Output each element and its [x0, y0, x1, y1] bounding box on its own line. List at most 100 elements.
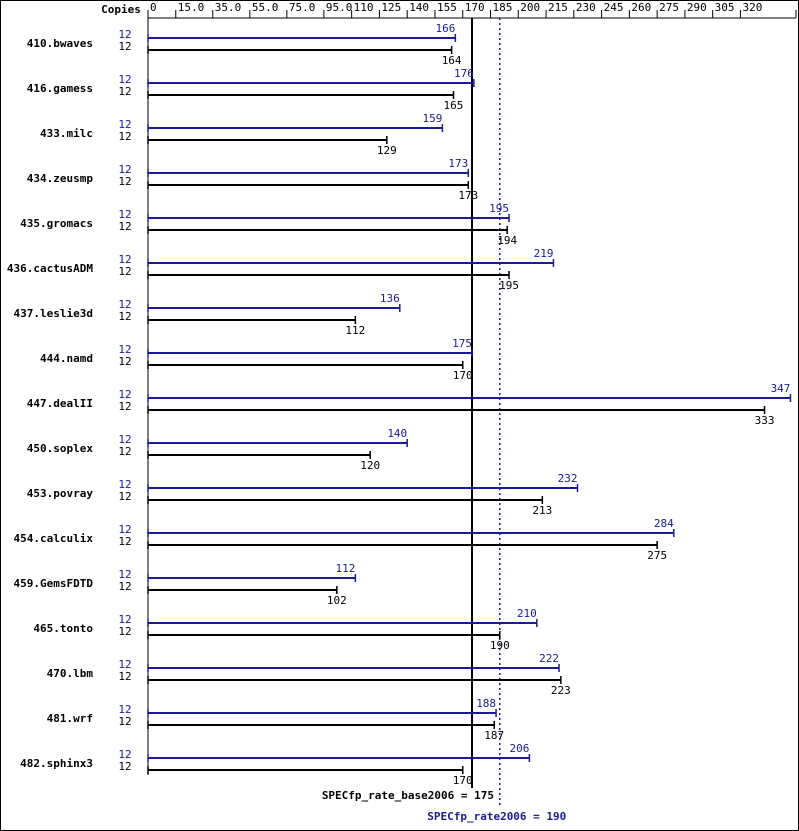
x-tick-label: 215 — [548, 1, 568, 14]
benchmark-name: 434.zeusmp — [27, 172, 94, 185]
value-label: 175 — [452, 337, 472, 350]
value-label: 176 — [454, 67, 474, 80]
copies-label: 12 — [118, 613, 131, 626]
copies-label: 12 — [118, 535, 131, 548]
copies-label: 12 — [118, 580, 131, 593]
benchmark-name: 436.cactusADM — [7, 262, 93, 275]
benchmark-name: 416.gamess — [27, 82, 93, 95]
x-tick-label: 35.0 — [215, 1, 242, 14]
x-tick-label: 110 — [354, 1, 374, 14]
copies-label: 12 — [118, 73, 131, 86]
value-label: 333 — [755, 414, 775, 427]
benchmark-name: 470.lbm — [47, 667, 94, 680]
value-label: 129 — [377, 144, 397, 157]
copies-label: 12 — [118, 85, 131, 98]
benchmark-name: 465.tonto — [33, 622, 93, 635]
value-label: 195 — [489, 202, 509, 215]
x-tick-label: 75.0 — [289, 1, 316, 14]
copies-label: 12 — [118, 118, 131, 131]
copies-label: 12 — [118, 703, 131, 716]
value-label: 210 — [517, 607, 537, 620]
copies-label: 12 — [118, 163, 131, 176]
value-label: 347 — [771, 382, 791, 395]
benchmark-name: 459.GemsFDTD — [14, 577, 94, 590]
value-label: 102 — [327, 594, 347, 607]
copies-label: 12 — [118, 40, 131, 53]
benchmark-name: 444.namd — [40, 352, 93, 365]
x-tick-label: 245 — [604, 1, 624, 14]
x-tick-label: 0 — [150, 1, 157, 14]
value-label: 170 — [453, 774, 473, 787]
copies-label: 12 — [118, 310, 131, 323]
value-label: 206 — [510, 742, 530, 755]
x-tick-label: 290 — [687, 1, 707, 14]
x-tick-label: 230 — [576, 1, 596, 14]
benchmark-name: 437.leslie3d — [14, 307, 93, 320]
copies-label: 12 — [118, 265, 131, 278]
value-label: 112 — [335, 562, 355, 575]
reference-label: SPECfp_rate_base2006 = 175 — [322, 789, 494, 802]
value-label: 165 — [444, 99, 464, 112]
value-label: 173 — [448, 157, 468, 170]
x-tick-label: 95.0 — [326, 1, 353, 14]
x-tick-label: 200 — [520, 1, 540, 14]
benchmark-name: 433.milc — [40, 127, 93, 140]
x-tick-label: 260 — [631, 1, 651, 14]
benchmark-name: 453.povray — [27, 487, 94, 500]
value-label: 187 — [484, 729, 504, 742]
x-tick-label: 275 — [659, 1, 679, 14]
value-label: 136 — [380, 292, 400, 305]
reference-label: SPECfp_rate2006 = 190 — [427, 810, 566, 823]
x-tick-label: 155 — [437, 1, 457, 14]
value-label: 223 — [551, 684, 571, 697]
copies-label: 12 — [118, 748, 131, 761]
copies-label: 12 — [118, 28, 131, 41]
value-label: 170 — [453, 369, 473, 382]
x-tick-label: 305 — [715, 1, 735, 14]
value-label: 164 — [442, 54, 462, 67]
copies-label: 12 — [118, 343, 131, 356]
copies-label: 12 — [118, 715, 131, 728]
value-label: 190 — [490, 639, 510, 652]
benchmark-name: 450.soplex — [27, 442, 94, 455]
copies-label: 12 — [118, 208, 131, 221]
benchmark-name: 481.wrf — [47, 712, 93, 725]
value-label: 219 — [534, 247, 554, 260]
value-label: 120 — [360, 459, 380, 472]
value-label: 159 — [423, 112, 443, 125]
x-tick-label: 125 — [381, 1, 401, 14]
benchmark-name: 482.sphinx3 — [20, 757, 93, 770]
copies-label: 12 — [118, 220, 131, 233]
copies-label: 12 — [118, 478, 131, 491]
value-label: 284 — [654, 517, 674, 530]
value-label: 173 — [458, 189, 478, 202]
copies-label: 12 — [118, 625, 131, 638]
value-label: 188 — [476, 697, 496, 710]
copies-label: 12 — [118, 433, 131, 446]
value-label: 194 — [497, 234, 517, 247]
value-label: 112 — [345, 324, 365, 337]
value-label: 232 — [558, 472, 578, 485]
copies-label: 12 — [118, 175, 131, 188]
copies-label: 12 — [118, 355, 131, 368]
x-tick-label: 55.0 — [252, 1, 278, 14]
copies-label: 12 — [118, 400, 131, 413]
value-label: 213 — [532, 504, 552, 517]
value-label: 222 — [539, 652, 559, 665]
copies-label: 12 — [118, 658, 131, 671]
benchmark-name: 447.dealII — [27, 397, 93, 410]
value-label: 140 — [387, 427, 407, 440]
x-tick-label: 15.0 — [178, 1, 205, 14]
x-tick-label: 320 — [742, 1, 762, 14]
value-label: 275 — [647, 549, 667, 562]
copies-label: 12 — [118, 445, 131, 458]
copies-label: 12 — [118, 388, 131, 401]
value-label: 166 — [435, 22, 455, 35]
copies-label: 12 — [118, 760, 131, 773]
benchmark-name: 435.gromacs — [20, 217, 93, 230]
copies-label: 12 — [118, 253, 131, 266]
copies-label: 12 — [118, 490, 131, 503]
copies-label: 12 — [118, 298, 131, 311]
x-tick-label: 140 — [409, 1, 429, 14]
copies-label: 12 — [118, 568, 131, 581]
